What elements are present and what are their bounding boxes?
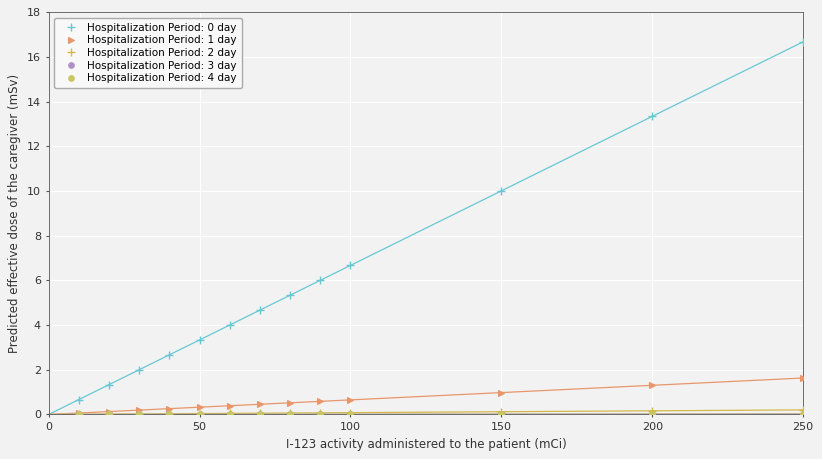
Hospitalization Period: 0 day: (70, 4.67): 0 day: (70, 4.67) — [255, 308, 265, 313]
Hospitalization Period: 0 day: (20, 1.33): 0 day: (20, 1.33) — [104, 382, 114, 387]
Hospitalization Period: 4 day: (10, 0.00055): 4 day: (10, 0.00055) — [74, 412, 84, 417]
Hospitalization Period: 2 day: (150, 0.123): 2 day: (150, 0.123) — [496, 409, 506, 414]
Hospitalization Period: 3 day: (150, 0.0168): 3 day: (150, 0.0168) — [496, 411, 506, 417]
Hospitalization Period: 1 day: (50, 0.326): 1 day: (50, 0.326) — [195, 404, 205, 410]
X-axis label: I-123 activity administered to the patient (mCi): I-123 activity administered to the patie… — [285, 438, 566, 451]
Hospitalization Period: 4 day: (20, 0.0011): 4 day: (20, 0.0011) — [104, 412, 114, 417]
Legend: Hospitalization Period: 0 day, Hospitalization Period: 1 day, Hospitalization Pe: Hospitalization Period: 0 day, Hospitali… — [54, 17, 242, 89]
Hospitalization Period: 0 day: (30, 2): 0 day: (30, 2) — [134, 367, 144, 373]
Hospitalization Period: 4 day: (100, 0.0055): 4 day: (100, 0.0055) — [345, 412, 355, 417]
Hospitalization Period: 0 day: (60, 4): 0 day: (60, 4) — [224, 322, 234, 328]
Hospitalization Period: 4 day: (80, 0.0044): 4 day: (80, 0.0044) — [285, 412, 295, 417]
Hospitalization Period: 1 day: (30, 0.196): 1 day: (30, 0.196) — [134, 407, 144, 413]
Hospitalization Period: 3 day: (250, 0.028): 3 day: (250, 0.028) — [798, 411, 808, 417]
Hospitalization Period: 4 day: (150, 0.00825): 4 day: (150, 0.00825) — [496, 412, 506, 417]
Hospitalization Period: 1 day: (250, 1.63): 1 day: (250, 1.63) — [798, 375, 808, 381]
Hospitalization Period: 4 day: (90, 0.00495): 4 day: (90, 0.00495) — [316, 412, 326, 417]
Hospitalization Period: 2 day: (60, 0.0492): 2 day: (60, 0.0492) — [224, 411, 234, 416]
Hospitalization Period: 4 day: (60, 0.0033): 4 day: (60, 0.0033) — [224, 412, 234, 417]
Hospitalization Period: 4 day: (250, 0.0138): 4 day: (250, 0.0138) — [798, 411, 808, 417]
Hospitalization Period: 0 day: (200, 13.3): 0 day: (200, 13.3) — [647, 113, 657, 119]
Hospitalization Period: 3 day: (60, 0.00672): 3 day: (60, 0.00672) — [224, 412, 234, 417]
Hospitalization Period: 3 day: (70, 0.00784): 3 day: (70, 0.00784) — [255, 412, 265, 417]
Hospitalization Period: 2 day: (250, 0.205): 2 day: (250, 0.205) — [798, 407, 808, 413]
Hospitalization Period: 0 day: (80, 5.34): 0 day: (80, 5.34) — [285, 292, 295, 298]
Hospitalization Period: 1 day: (10, 0.0653): 1 day: (10, 0.0653) — [74, 410, 84, 416]
Hospitalization Period: 2 day: (70, 0.0574): 2 day: (70, 0.0574) — [255, 410, 265, 416]
Hospitalization Period: 2 day: (10, 0.0082): 2 day: (10, 0.0082) — [74, 412, 84, 417]
Line: Hospitalization Period: 4 day: Hospitalization Period: 4 day — [76, 411, 806, 417]
Y-axis label: Predicted effective dose of the caregiver (mSv): Predicted effective dose of the caregive… — [8, 74, 21, 353]
Hospitalization Period: 2 day: (40, 0.0328): 2 day: (40, 0.0328) — [164, 411, 174, 416]
Hospitalization Period: 4 day: (40, 0.0022): 4 day: (40, 0.0022) — [164, 412, 174, 417]
Hospitalization Period: 0 day: (50, 3.34): 0 day: (50, 3.34) — [195, 337, 205, 343]
Hospitalization Period: 3 day: (40, 0.00448): 3 day: (40, 0.00448) — [164, 412, 174, 417]
Line: Hospitalization Period: 1 day: Hospitalization Period: 1 day — [76, 375, 806, 416]
Hospitalization Period: 3 day: (200, 0.0224): 3 day: (200, 0.0224) — [647, 411, 657, 417]
Hospitalization Period: 1 day: (80, 0.522): 1 day: (80, 0.522) — [285, 400, 295, 406]
Hospitalization Period: 4 day: (50, 0.00275): 4 day: (50, 0.00275) — [195, 412, 205, 417]
Hospitalization Period: 3 day: (30, 0.00336): 3 day: (30, 0.00336) — [134, 412, 144, 417]
Line: Hospitalization Period: 3 day: Hospitalization Period: 3 day — [76, 411, 806, 417]
Hospitalization Period: 2 day: (30, 0.0246): 2 day: (30, 0.0246) — [134, 411, 144, 417]
Hospitalization Period: 4 day: (30, 0.00165): 4 day: (30, 0.00165) — [134, 412, 144, 417]
Hospitalization Period: 1 day: (150, 0.979): 1 day: (150, 0.979) — [496, 390, 506, 395]
Hospitalization Period: 3 day: (90, 0.0101): 3 day: (90, 0.0101) — [316, 411, 326, 417]
Hospitalization Period: 2 day: (90, 0.0738): 2 day: (90, 0.0738) — [316, 410, 326, 415]
Hospitalization Period: 2 day: (50, 0.041): 2 day: (50, 0.041) — [195, 411, 205, 416]
Hospitalization Period: 1 day: (20, 0.131): 1 day: (20, 0.131) — [104, 409, 114, 414]
Hospitalization Period: 0 day: (40, 2.67): 0 day: (40, 2.67) — [164, 352, 174, 358]
Line: Hospitalization Period: 2 day: Hospitalization Period: 2 day — [75, 406, 807, 419]
Hospitalization Period: 4 day: (70, 0.00385): 4 day: (70, 0.00385) — [255, 412, 265, 417]
Hospitalization Period: 1 day: (60, 0.392): 1 day: (60, 0.392) — [224, 403, 234, 409]
Hospitalization Period: 0 day: (150, 10): 0 day: (150, 10) — [496, 188, 506, 194]
Hospitalization Period: 3 day: (100, 0.0112): 3 day: (100, 0.0112) — [345, 411, 355, 417]
Hospitalization Period: 1 day: (90, 0.588): 1 day: (90, 0.588) — [316, 398, 326, 404]
Hospitalization Period: 2 day: (80, 0.0656): 2 day: (80, 0.0656) — [285, 410, 295, 416]
Hospitalization Period: 0 day: (250, 16.7): 0 day: (250, 16.7) — [798, 39, 808, 45]
Hospitalization Period: 1 day: (100, 0.653): 1 day: (100, 0.653) — [345, 397, 355, 403]
Hospitalization Period: 0 day: (100, 6.67): 0 day: (100, 6.67) — [345, 263, 355, 268]
Hospitalization Period: 3 day: (50, 0.0056): 3 day: (50, 0.0056) — [195, 412, 205, 417]
Hospitalization Period: 2 day: (200, 0.164): 2 day: (200, 0.164) — [647, 408, 657, 414]
Hospitalization Period: 0 day: (90, 6): 0 day: (90, 6) — [316, 278, 326, 283]
Hospitalization Period: 2 day: (100, 0.082): 2 day: (100, 0.082) — [345, 410, 355, 415]
Hospitalization Period: 4 day: (200, 0.011): 4 day: (200, 0.011) — [647, 411, 657, 417]
Hospitalization Period: 3 day: (20, 0.00224): 3 day: (20, 0.00224) — [104, 412, 114, 417]
Hospitalization Period: 3 day: (10, 0.00112): 3 day: (10, 0.00112) — [74, 412, 84, 417]
Hospitalization Period: 3 day: (80, 0.00896): 3 day: (80, 0.00896) — [285, 412, 295, 417]
Hospitalization Period: 0 day: (10, 0.667): 0 day: (10, 0.667) — [74, 397, 84, 403]
Line: Hospitalization Period: 0 day: Hospitalization Period: 0 day — [75, 38, 807, 404]
Hospitalization Period: 2 day: (20, 0.0164): 2 day: (20, 0.0164) — [104, 411, 114, 417]
Hospitalization Period: 1 day: (40, 0.261): 1 day: (40, 0.261) — [164, 406, 174, 411]
Hospitalization Period: 1 day: (200, 1.31): 1 day: (200, 1.31) — [647, 382, 657, 388]
Hospitalization Period: 1 day: (70, 0.457): 1 day: (70, 0.457) — [255, 402, 265, 407]
